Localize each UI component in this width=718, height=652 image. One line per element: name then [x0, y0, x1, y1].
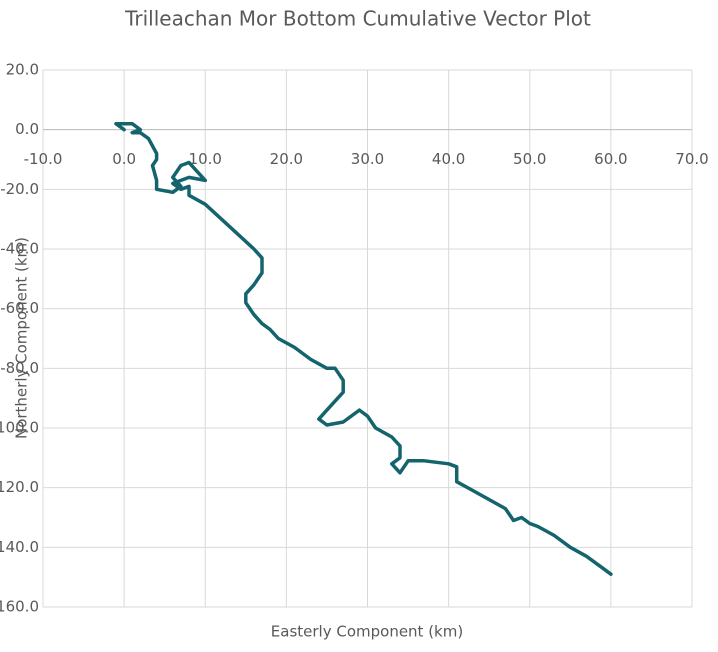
x-axis-title: Easterly Component (km)	[271, 623, 463, 641]
data-line	[114, 121, 613, 576]
y-tick-label: -80.0	[0, 359, 39, 377]
x-tick-label: 20.0	[270, 150, 303, 168]
x-tick-label: 10.0	[189, 150, 222, 168]
x-tick-label: 60.0	[594, 150, 627, 168]
y-tick-label: -60.0	[0, 299, 39, 317]
x-tick-label: -10.0	[24, 150, 63, 168]
y-tick-label: 20.0	[6, 61, 39, 79]
y-tick-label: -100.0	[0, 419, 39, 437]
y-tick-label: -120.0	[0, 478, 39, 496]
chart-title: Trilleachan Mor Bottom Cumulative Vector…	[124, 7, 591, 31]
x-tick-label: 0.0	[112, 150, 136, 168]
y-tick-label: -20.0	[0, 180, 39, 198]
y-tick-label: 0.0	[15, 120, 39, 138]
x-tick-label: 30.0	[351, 150, 384, 168]
x-tick-label: 70.0	[675, 150, 708, 168]
y-tick-label: -140.0	[0, 538, 39, 556]
y-tick-label: -160.0	[0, 598, 39, 616]
y-axis-title: Northerly Component (km)	[13, 237, 31, 439]
x-tick-label: 40.0	[432, 150, 465, 168]
y-tick-label: -40.0	[0, 240, 39, 258]
x-tick-label: 50.0	[513, 150, 546, 168]
